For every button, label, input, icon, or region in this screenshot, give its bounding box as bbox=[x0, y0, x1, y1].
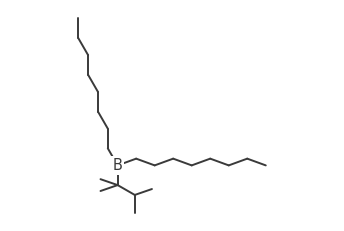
Text: B: B bbox=[113, 158, 122, 173]
